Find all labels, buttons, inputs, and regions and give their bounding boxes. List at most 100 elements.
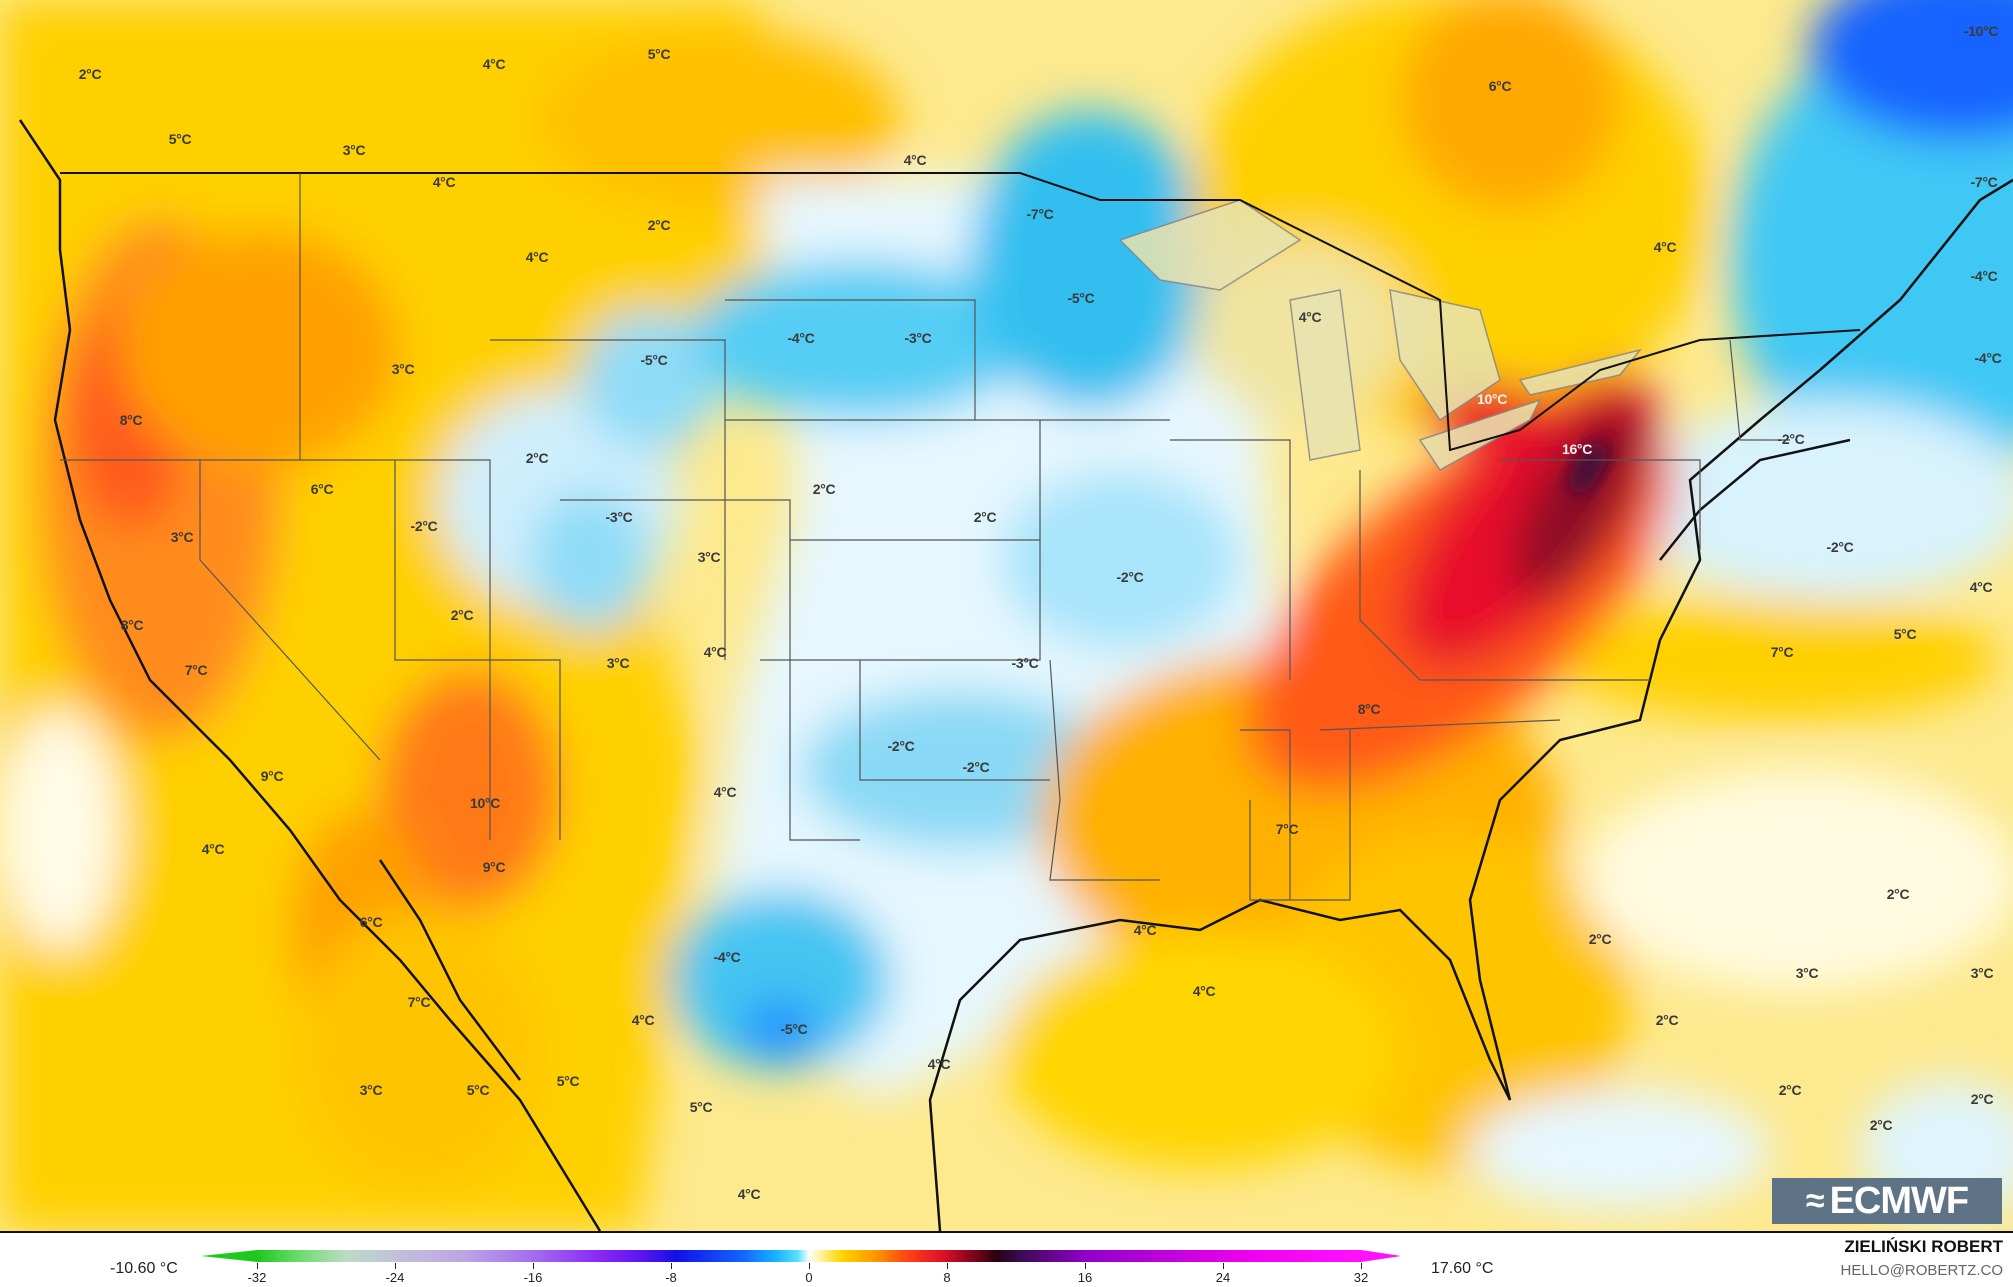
colorbar-tick: [395, 1263, 396, 1269]
anomaly-label: 2°C: [812, 481, 836, 497]
anomaly-label: 2°C: [78, 66, 102, 82]
anomaly-label: 4°C: [1653, 239, 1677, 255]
colorbar-tick-label: -24: [385, 1270, 405, 1285]
temperature-anomaly-map: 2°C 4°C 5°C 5°C 3°C 4°C 6°C -10°C 4°C 2°C 4°C -7°C -…: [0, 0, 2013, 1233]
anomaly-label: 4°C: [482, 56, 506, 72]
anomaly-label: -10°C: [1963, 23, 1999, 39]
anomaly-label: 5°C: [168, 131, 192, 147]
anomaly-label: 2°C: [1970, 1091, 1994, 1107]
anomaly-label: 4°C: [631, 1012, 655, 1028]
colorbar-tick-label: -16: [523, 1270, 543, 1285]
anomaly-label: 7°C: [184, 662, 208, 678]
ecmwf-logo: ≈ ECMWF: [1772, 1178, 2002, 1224]
anomaly-label: 4°C: [1969, 579, 1993, 595]
ecmwf-logo-icon: ≈: [1805, 1181, 1825, 1220]
colorbar-tick-label: 24: [1215, 1270, 1231, 1285]
anomaly-label: -2°C: [1777, 431, 1805, 447]
anomaly-label: 4°C: [703, 644, 727, 660]
anomaly-label: 8°C: [120, 617, 144, 633]
legend-max-value: 17.60 °C: [1431, 1260, 1494, 1277]
legend-min-value: -10.60 °C: [110, 1260, 178, 1277]
anomaly-label: 5°C: [647, 46, 671, 62]
colorbar-left-arrow: [201, 1250, 257, 1262]
colorbar-tick: [947, 1263, 948, 1269]
colorbar-tick: [533, 1263, 534, 1269]
anomaly-label: -5°C: [640, 352, 668, 368]
anomaly-label: 8°C: [1357, 701, 1381, 717]
anomaly-label: -7°C: [1026, 206, 1054, 222]
anomaly-label: 3°C: [170, 529, 194, 545]
anomaly-label: -7°C: [1970, 174, 1998, 190]
author-email: HELLO@ROBERTZ.CO: [1840, 1262, 2003, 1279]
ecmwf-logo-text: ECMWF: [1829, 1179, 1970, 1222]
anomaly-label: 8°C: [119, 412, 143, 428]
anomaly-label: 4°C: [1133, 922, 1157, 938]
colorbar-tick-label: 0: [805, 1270, 813, 1285]
anomaly-label: 6°C: [310, 481, 334, 497]
anomaly-label: 2°C: [1869, 1117, 1893, 1133]
anomaly-label: 2°C: [450, 607, 474, 623]
anomaly-label: 7°C: [1275, 821, 1299, 837]
colorbar-tick-label: 8: [943, 1270, 951, 1285]
anomaly-label: -2°C: [410, 518, 438, 534]
anomaly-label: 4°C: [927, 1056, 951, 1072]
anomaly-label: 2°C: [1778, 1082, 1802, 1098]
colorbar-tick: [1361, 1263, 1362, 1269]
colorbar-tick-label: -32: [247, 1270, 267, 1285]
state-borders: [60, 173, 1790, 901]
colorbar-right-arrow: [1361, 1250, 1401, 1262]
colorbar-tick: [1223, 1263, 1224, 1269]
map-fill: [0, 0, 2013, 1231]
anomaly-label: 4°C: [1298, 309, 1322, 325]
anomaly-label: 4°C: [432, 174, 456, 190]
author-name: ZIELIŃSKI ROBERT: [1844, 1237, 2003, 1256]
anomaly-label: 2°C: [1588, 931, 1612, 947]
anomaly-label: 5°C: [466, 1082, 490, 1098]
anomaly-label: -2°C: [962, 759, 990, 775]
anomaly-label: 5°C: [1893, 626, 1917, 642]
anomaly-label: 6°C: [359, 914, 383, 930]
anomaly-label: 4°C: [903, 152, 927, 168]
anomaly-label: 9°C: [482, 859, 506, 875]
anomaly-label: -4°C: [1970, 268, 1998, 284]
us-canada-border: [60, 172, 1861, 452]
anomaly-label: 16°C: [1561, 441, 1593, 457]
anomaly-label: 2°C: [647, 217, 671, 233]
anomaly-label: -2°C: [1826, 539, 1854, 555]
anomaly-label: 5°C: [556, 1073, 580, 1089]
colorbar-tick: [809, 1263, 810, 1269]
colorbar-tick-label: 16: [1077, 1270, 1093, 1285]
anomaly-label: 4°C: [1192, 983, 1216, 999]
anomaly-label: -2°C: [887, 738, 915, 754]
anomaly-label: 6°C: [1488, 78, 1512, 94]
anomaly-label: -5°C: [780, 1021, 808, 1037]
anomaly-label: 4°C: [713, 784, 737, 800]
colorbar-tick: [257, 1263, 258, 1269]
anomaly-label: 2°C: [1655, 1012, 1679, 1028]
colorbar-tick: [671, 1263, 672, 1269]
anomaly-label: 4°C: [737, 1186, 761, 1202]
anomaly-label: 2°C: [525, 450, 549, 466]
anomaly-label: 3°C: [606, 655, 630, 671]
anomaly-label: 2°C: [1886, 886, 1910, 902]
colorbar: [257, 1250, 1361, 1262]
anomaly-label: 3°C: [359, 1082, 383, 1098]
anomaly-label: 3°C: [697, 549, 721, 565]
anomaly-label: 7°C: [407, 994, 431, 1010]
colorbar-tick-label: 32: [1353, 1270, 1369, 1285]
anomaly-label: -4°C: [787, 330, 815, 346]
anomaly-label: -5°C: [1067, 290, 1095, 306]
anomaly-label: -4°C: [1974, 350, 2002, 366]
anomaly-label: 3°C: [391, 361, 415, 377]
anomaly-label: 10°C: [1476, 391, 1508, 407]
anomaly-label: 7°C: [1770, 644, 1794, 660]
anomaly-label: -2°C: [1116, 569, 1144, 585]
anomaly-label: -3°C: [904, 330, 932, 346]
anomaly-label: 4°C: [201, 841, 225, 857]
anomaly-label: -4°C: [713, 949, 741, 965]
anomaly-label: 4°C: [525, 249, 549, 265]
anomaly-label: 10°C: [469, 795, 501, 811]
colorbar-tick-label: -8: [665, 1270, 677, 1285]
anomaly-label: 2°C: [973, 509, 997, 525]
coastlines: [18, 119, 2013, 1231]
